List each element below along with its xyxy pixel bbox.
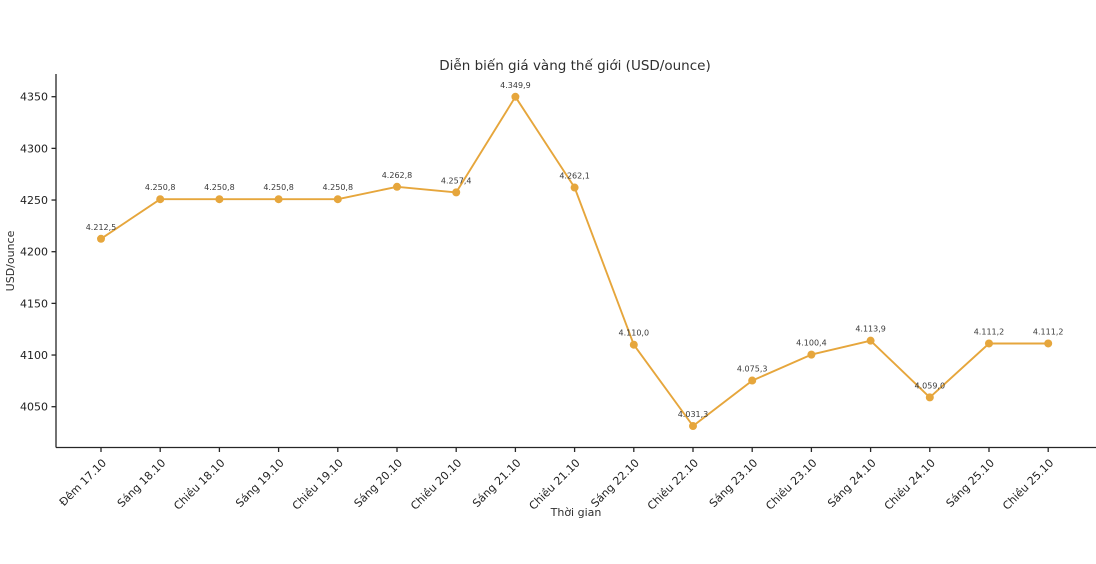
data-point-label: 4.113,9 — [855, 325, 886, 334]
data-point-label: 4.262,1 — [559, 172, 590, 181]
data-point-label: 4.257,4 — [441, 176, 472, 185]
data-point — [333, 195, 342, 204]
x-tick-label: Sáng 25.10 — [944, 456, 998, 510]
data-point — [866, 336, 875, 345]
data-point-label: 4.111,2 — [974, 327, 1005, 336]
data-point — [393, 182, 401, 191]
x-tick-label: Sáng 24.10 — [825, 456, 879, 510]
y-tick-label: 4250 — [20, 194, 48, 207]
x-axis-label: Thời gian — [550, 506, 602, 519]
data-point-label: 4.250,8 — [145, 183, 176, 192]
data-point-label: 4.212,5 — [86, 223, 117, 232]
data-point-label: 4.250,8 — [204, 183, 235, 192]
x-tick-label: Sáng 20.10 — [352, 456, 406, 510]
data-point — [985, 339, 993, 348]
data-point — [274, 195, 283, 204]
data-point — [570, 183, 579, 192]
line-series — [100, 95, 1049, 427]
x-tick-label: Đêm 17.10 — [57, 456, 109, 508]
data-point-label: 4.110,0 — [619, 329, 650, 338]
data-point — [748, 376, 757, 385]
x-tick-label: Chiều 19.10 — [290, 456, 346, 512]
y-tick-label: 4150 — [20, 297, 48, 310]
data-point — [156, 195, 165, 204]
y-tick-label: 4300 — [20, 142, 48, 155]
x-tick-label: Chiều 23.10 — [763, 456, 819, 512]
data-point-label: 4.250,8 — [323, 183, 354, 192]
data-point-label: 4.111,2 — [1033, 327, 1064, 336]
y-tick-label: 4100 — [20, 349, 48, 362]
data-point-label: 4.100,4 — [796, 339, 827, 348]
data-point-label: 4.349,9 — [500, 81, 531, 90]
x-tick-label: Chiều 20.10 — [408, 456, 464, 512]
y-tick-label: 4350 — [20, 91, 48, 104]
data-point-label: 4.031,3 — [678, 410, 709, 419]
chart-title: Diễn biến giá vàng thế giới (USD/ounce) — [439, 57, 710, 74]
data-point — [511, 92, 520, 101]
data-point — [97, 234, 105, 243]
x-tick-label: Chiều 18.10 — [171, 456, 227, 512]
x-tick-label: Sáng 21.10 — [470, 456, 524, 510]
data-point — [807, 350, 816, 359]
x-tick-label: Sáng 22.10 — [588, 456, 642, 510]
x-tick-label: Chiều 24.10 — [882, 456, 938, 512]
data-point-label: 4.262,8 — [382, 171, 413, 180]
data-point — [629, 340, 638, 349]
data-point — [215, 195, 224, 204]
x-tick-label: Chiều 22.10 — [645, 456, 701, 512]
data-point-label: 4.075,3 — [737, 365, 768, 374]
data-point-label: 4.059,0 — [915, 381, 946, 390]
x-tick-label: Chiều 21.10 — [527, 456, 583, 512]
data-point — [1044, 339, 1053, 348]
data-point — [925, 393, 934, 402]
x-tick-label: Chiều 25.10 — [1000, 456, 1056, 512]
x-tick-label: Sáng 23.10 — [707, 456, 761, 510]
data-point-label: 4.250,8 — [263, 183, 294, 192]
y-axis-label: USD/ounce — [4, 230, 17, 291]
y-tick-label: 4050 — [20, 401, 48, 414]
data-point — [689, 422, 697, 431]
x-tick-label: Sáng 19.10 — [233, 456, 287, 510]
y-tick-label: 4200 — [20, 246, 48, 259]
x-tick-label: Sáng 18.10 — [115, 456, 169, 510]
data-point — [452, 188, 461, 197]
